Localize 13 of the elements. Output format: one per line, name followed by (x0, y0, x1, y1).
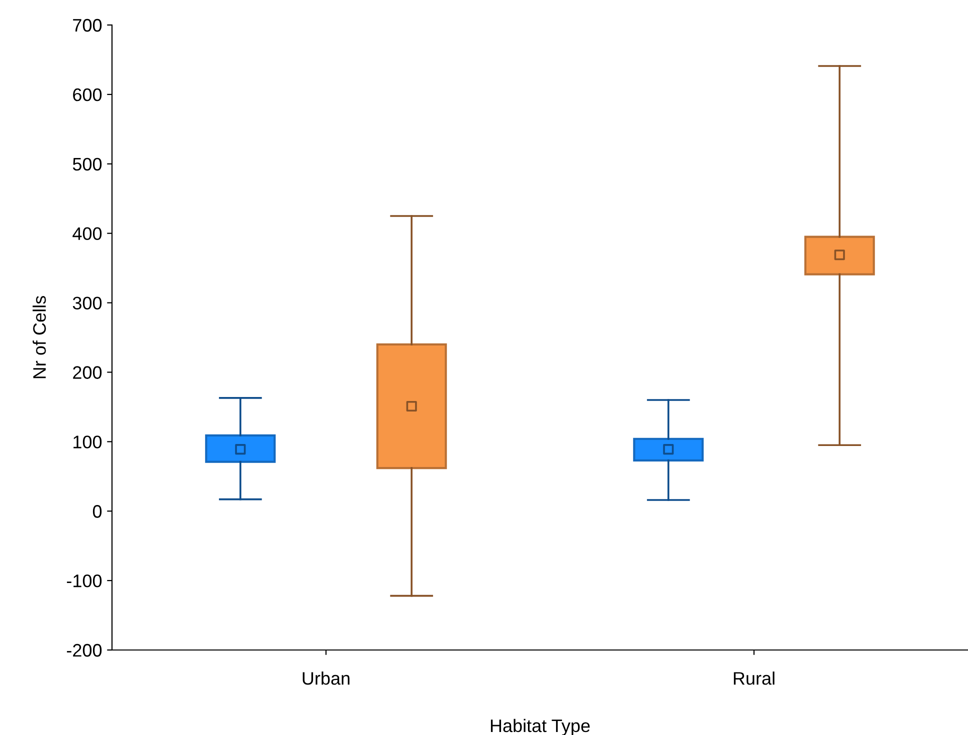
y-tick-label: 400 (72, 227, 102, 240)
y-tick-label: 300 (72, 296, 102, 310)
y-tick-label: 700 (73, 18, 102, 32)
y-tick-label: 200 (73, 366, 102, 379)
y-tick-label: -100 (66, 574, 102, 588)
y-tick-label: 100 (74, 436, 102, 448)
y-tick-label: -200 (66, 644, 102, 657)
y-tick-label: 500 (72, 158, 102, 171)
y-tick-label: 600 (73, 88, 102, 102)
x-tick-label: Urban (302, 672, 350, 685)
y-tick-label: 0 (92, 505, 102, 518)
x-tick-label: Rural (734, 672, 774, 685)
y-axis-title: Nr of Cells (32, 296, 46, 378)
